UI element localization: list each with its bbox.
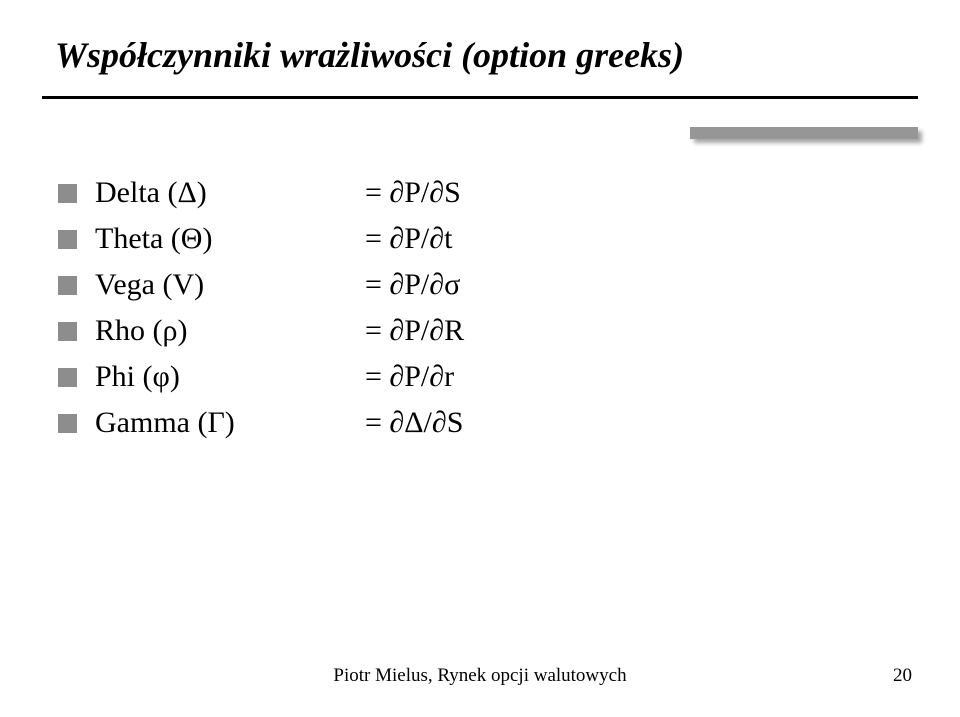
list-item: Gamma (Γ) = ∂Δ/∂S xyxy=(58,406,464,440)
greek-name: Delta (Δ) xyxy=(95,176,365,210)
greek-value: = ∂Δ/∂S xyxy=(365,406,463,440)
greek-value: = ∂P/∂t xyxy=(365,222,452,256)
greek-value: = ∂P/∂σ xyxy=(365,268,460,302)
bullet-icon xyxy=(58,368,77,387)
list-item: Theta (Θ) = ∂P/∂t xyxy=(58,222,464,256)
greek-name: Gamma (Γ) xyxy=(95,406,365,440)
greek-name: Vega (V) xyxy=(95,268,365,302)
list-item: Phi (φ) = ∂P/∂r xyxy=(58,360,464,394)
slide-title: Współczynniki wrażliwości (option greeks… xyxy=(55,34,684,76)
greek-value: = ∂P/∂R xyxy=(365,314,464,348)
list-item: Delta (Δ) = ∂P/∂S xyxy=(58,176,464,210)
bullet-icon xyxy=(58,230,77,249)
slide: Współczynniki wrażliwości (option greeks… xyxy=(0,0,960,717)
greek-name: Rho (ρ) xyxy=(95,314,365,348)
greeks-list: Delta (Δ) = ∂P/∂S Theta (Θ) = ∂P/∂t Vega… xyxy=(58,176,464,452)
greek-name: Theta (Θ) xyxy=(95,222,365,256)
bullet-icon xyxy=(58,322,77,341)
greek-name: Phi (φ) xyxy=(95,360,365,394)
title-underline xyxy=(42,96,918,99)
list-item: Vega (V) = ∂P/∂σ xyxy=(58,268,464,302)
greek-value: = ∂P/∂r xyxy=(365,360,454,394)
page-number: 20 xyxy=(893,665,912,687)
slide-footer: Piotr Mielus, Rynek opcji walutowych xyxy=(0,665,960,687)
list-item: Rho (ρ) = ∂P/∂R xyxy=(58,314,464,348)
bullet-icon xyxy=(58,414,77,433)
greek-value: = ∂P/∂S xyxy=(365,176,461,210)
decorative-bar xyxy=(690,127,918,139)
bullet-icon xyxy=(58,184,77,203)
bullet-icon xyxy=(58,276,77,295)
